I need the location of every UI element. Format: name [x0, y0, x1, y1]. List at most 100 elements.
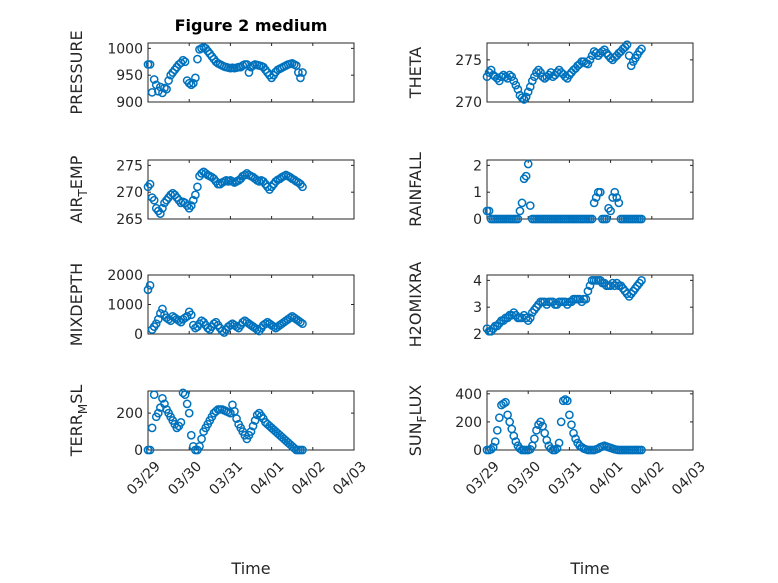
data-point	[495, 76, 504, 86]
y-axis-label: TERRMSL	[67, 385, 90, 458]
data-point	[581, 294, 591, 304]
data-point	[240, 170, 250, 180]
subplot-8: 0 200 400 03/29 03/30 03/31 04/01 04/02 04/03 SUN…	[406, 385, 709, 578]
y-tick-label: 0	[473, 443, 482, 459]
y-tick-label: 0	[473, 212, 482, 228]
y-tick-label: 1000	[107, 41, 143, 57]
subplot-3: 265 270 275 AIRTEMP	[67, 155, 355, 228]
y-tick-label: 1	[473, 185, 482, 201]
data-point	[602, 48, 611, 58]
data-point	[186, 80, 196, 90]
data-point	[162, 84, 171, 94]
y-axis-label-main: TERR	[67, 414, 86, 457]
x-tick-label: 03/29	[463, 459, 503, 499]
data-point	[156, 209, 165, 218]
x-tick-label: 03/30	[165, 459, 205, 499]
axes-box	[147, 42, 355, 103]
data-point	[269, 322, 279, 331]
data-point	[517, 198, 527, 208]
data-point	[176, 417, 186, 427]
x-tick-label: 04/01	[248, 459, 288, 499]
y-axis-label-main: RAINFALL	[406, 152, 425, 227]
data-point	[595, 187, 605, 197]
y-axis-label-main: PRESSURE	[67, 30, 86, 114]
data-point	[153, 408, 163, 418]
chart-title: Figure 2 medium	[175, 16, 328, 35]
subplot-6: 2 3 4 H2OMIXRA	[406, 262, 694, 348]
data-point	[565, 70, 574, 80]
data-series	[143, 280, 307, 337]
data-point	[490, 437, 500, 446]
x-tick-label: 04/01	[587, 459, 627, 499]
data-point	[188, 78, 198, 88]
x-axis-label: Time	[569, 559, 609, 578]
data-point	[244, 68, 254, 77]
y-axis-label: RAINFALL	[406, 152, 425, 227]
data-point	[626, 61, 636, 71]
y-axis-label: H2OMIXRA	[406, 262, 425, 348]
data-point	[521, 92, 531, 102]
x-tick-label: 04/02	[289, 459, 329, 499]
data-series	[482, 159, 646, 224]
data-point	[585, 55, 595, 65]
data-point	[567, 420, 576, 430]
data-point	[505, 70, 515, 80]
y-axis-label-main: THETA	[406, 47, 425, 99]
data-point	[606, 206, 615, 216]
data-point	[571, 434, 580, 444]
data-point	[499, 399, 508, 408]
subplot-2: 270 275 THETA	[406, 40, 694, 111]
x-tick-label: 03/31	[545, 459, 585, 499]
subplot-7: 0 200 03/29 03/30 03/31 04/01 04/02 04/03 TERRMS…	[67, 385, 370, 578]
data-point	[252, 325, 262, 334]
data-point	[534, 65, 543, 75]
data-point	[612, 193, 622, 202]
data-point	[546, 444, 556, 453]
data-point	[569, 428, 578, 438]
y-tick-label: 900	[116, 95, 143, 111]
data-point	[525, 201, 535, 210]
data-point	[527, 76, 537, 86]
data-point	[501, 72, 510, 82]
data-point	[226, 320, 235, 330]
y-tick-label: 1000	[107, 298, 143, 314]
data-point	[149, 195, 159, 205]
data-point	[583, 286, 593, 296]
data-point	[186, 310, 196, 320]
y-tick-label: 4	[473, 273, 482, 289]
data-point	[608, 193, 618, 202]
data-point	[149, 75, 159, 84]
data-series	[143, 42, 307, 98]
data-point	[156, 309, 165, 318]
x-tick-label: 03/30	[504, 459, 544, 499]
data-point	[635, 47, 644, 56]
data-point	[285, 313, 295, 323]
data-point	[591, 193, 601, 202]
data-point	[589, 198, 599, 208]
data-point	[193, 182, 202, 192]
data-point	[544, 70, 554, 80]
x-tick-label: 03/29	[124, 459, 164, 499]
data-point	[637, 445, 646, 455]
y-axis-label: PRESSURE	[67, 30, 86, 114]
data-point	[509, 431, 519, 441]
data-point	[622, 40, 632, 50]
data-point	[298, 319, 307, 329]
data-point	[191, 190, 200, 200]
y-tick-label: 950	[116, 68, 143, 84]
data-point	[509, 76, 519, 86]
y-tick-label: 275	[116, 158, 143, 174]
data-point	[217, 326, 227, 336]
y-tick-label: 2	[473, 158, 482, 174]
data-point	[519, 95, 529, 104]
data-point	[145, 445, 155, 455]
axes-box	[486, 390, 694, 451]
data-point	[296, 73, 305, 83]
y-tick-label: 3	[473, 300, 482, 316]
data-point	[238, 317, 248, 327]
data-point	[298, 182, 307, 192]
y-axis-label: SUNFLUX	[406, 385, 429, 457]
data-point	[182, 311, 192, 321]
data-point	[246, 427, 256, 436]
